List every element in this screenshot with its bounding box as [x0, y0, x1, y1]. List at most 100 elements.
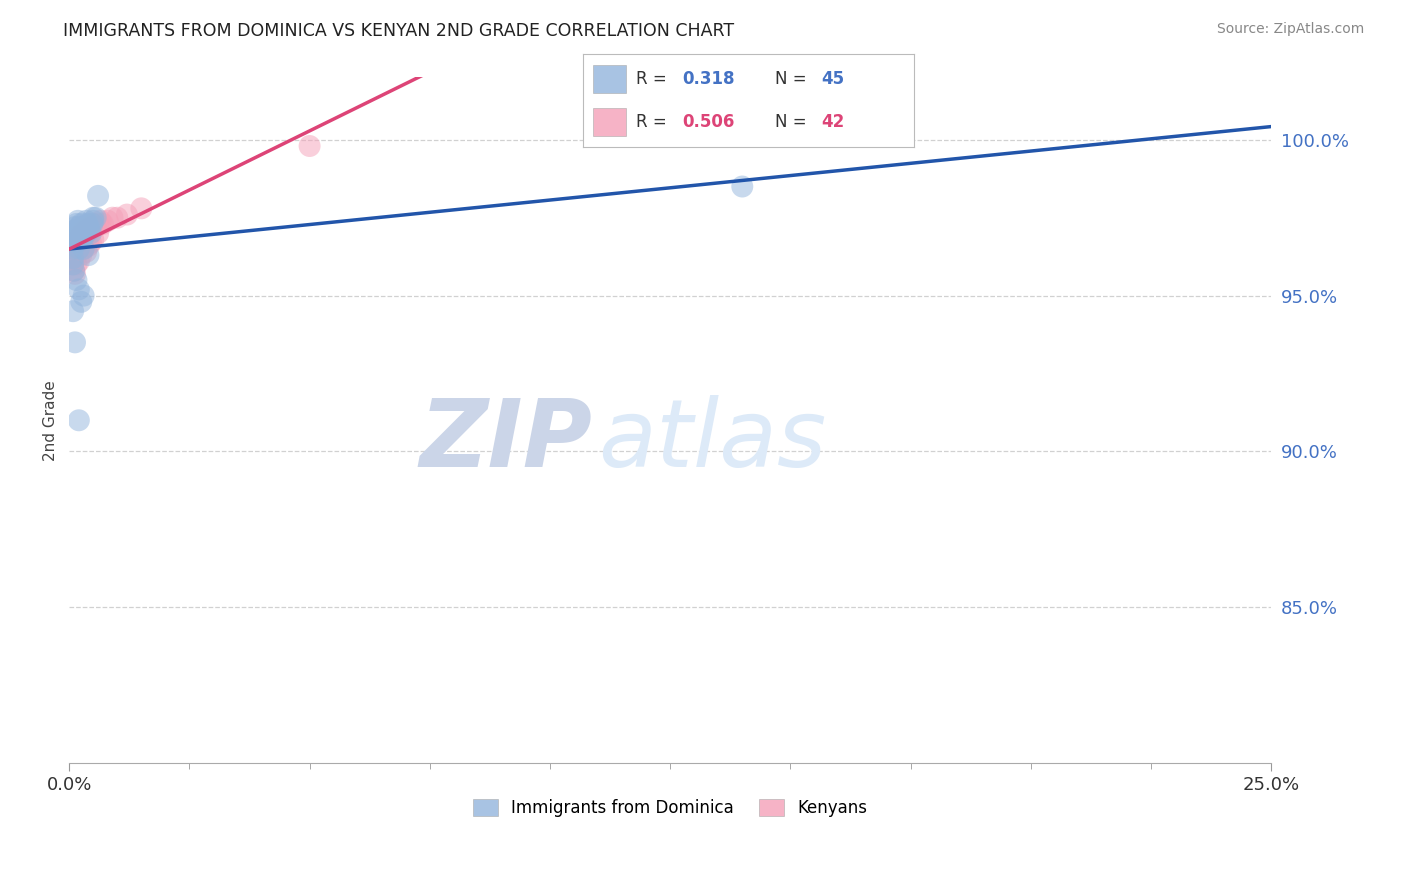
Point — [91, 217, 114, 231]
Point — [87, 227, 110, 241]
Point — [69, 227, 91, 241]
Point — [89, 214, 111, 228]
Point — [75, 244, 97, 259]
Point — [77, 220, 100, 235]
Point — [66, 214, 89, 228]
Point — [75, 227, 97, 241]
Point — [84, 220, 107, 235]
Point — [80, 223, 103, 237]
Point — [65, 273, 87, 287]
Point — [75, 214, 97, 228]
Point — [75, 227, 97, 241]
Legend: Immigrants from Dominica, Kenyans: Immigrants from Dominica, Kenyans — [467, 792, 875, 823]
Point — [77, 248, 100, 262]
Point — [63, 220, 86, 235]
Point — [105, 211, 128, 225]
Text: Source: ZipAtlas.com: Source: ZipAtlas.com — [1216, 22, 1364, 37]
Point — [62, 304, 84, 318]
Point — [70, 233, 93, 247]
Point — [66, 233, 89, 247]
Bar — [593, 108, 627, 136]
Point — [60, 233, 83, 247]
Point — [67, 242, 90, 256]
Point — [69, 238, 91, 252]
Text: 0.506: 0.506 — [683, 113, 735, 131]
Point — [82, 233, 104, 247]
Point — [97, 214, 120, 228]
Point — [62, 257, 84, 271]
Text: N =: N = — [775, 70, 813, 87]
Point — [72, 220, 94, 235]
Point — [67, 254, 90, 268]
Point — [63, 263, 86, 277]
Point — [63, 263, 86, 277]
Point — [84, 211, 107, 225]
Point — [65, 217, 87, 231]
Point — [80, 235, 103, 250]
Point — [72, 242, 94, 256]
Y-axis label: 2nd Grade: 2nd Grade — [44, 380, 58, 460]
Text: 45: 45 — [821, 70, 845, 87]
Point — [72, 223, 94, 237]
Text: ZIP: ZIP — [419, 395, 592, 487]
Point — [62, 251, 84, 265]
Point — [76, 217, 98, 231]
Point — [131, 202, 153, 216]
Text: atlas: atlas — [598, 395, 827, 486]
Point — [72, 242, 94, 256]
Text: N =: N = — [775, 113, 813, 131]
Point — [67, 282, 90, 296]
Bar — [593, 65, 627, 93]
Point — [63, 251, 86, 265]
Point — [65, 257, 87, 271]
Text: 42: 42 — [821, 113, 845, 131]
Point — [60, 248, 83, 262]
Point — [63, 229, 86, 244]
Point — [80, 227, 103, 241]
Point — [67, 413, 90, 427]
Text: R =: R = — [637, 113, 672, 131]
Point — [72, 229, 94, 244]
Point — [62, 257, 84, 271]
Point — [101, 211, 124, 225]
Point — [65, 235, 87, 250]
Point — [70, 227, 93, 241]
Point — [70, 248, 93, 262]
Point — [63, 229, 86, 244]
Point — [63, 267, 86, 281]
Point — [63, 227, 86, 241]
Text: R =: R = — [637, 70, 672, 87]
Text: 0.318: 0.318 — [683, 70, 735, 87]
Point — [79, 227, 101, 241]
Point — [76, 223, 98, 237]
Point — [65, 223, 87, 237]
Point — [63, 235, 86, 250]
Point — [79, 223, 101, 237]
Point — [73, 227, 96, 241]
Point — [82, 220, 104, 235]
Point — [87, 189, 110, 203]
Point — [73, 229, 96, 244]
Point — [82, 211, 104, 225]
Point — [62, 242, 84, 256]
Point — [72, 223, 94, 237]
Point — [70, 217, 93, 231]
Point — [70, 294, 93, 309]
Point — [65, 235, 87, 250]
Point — [82, 214, 104, 228]
Point — [65, 244, 87, 259]
Point — [115, 208, 138, 222]
Point — [298, 139, 321, 153]
Point — [72, 288, 94, 302]
Point — [63, 335, 86, 350]
Point — [63, 242, 86, 256]
Point — [67, 220, 90, 235]
Point — [82, 217, 104, 231]
Point — [82, 217, 104, 231]
Text: IMMIGRANTS FROM DOMINICA VS KENYAN 2ND GRADE CORRELATION CHART: IMMIGRANTS FROM DOMINICA VS KENYAN 2ND G… — [63, 22, 734, 40]
Point — [67, 229, 90, 244]
Point — [87, 217, 110, 231]
Point — [731, 179, 754, 194]
Point — [66, 227, 89, 241]
Point — [67, 242, 90, 256]
